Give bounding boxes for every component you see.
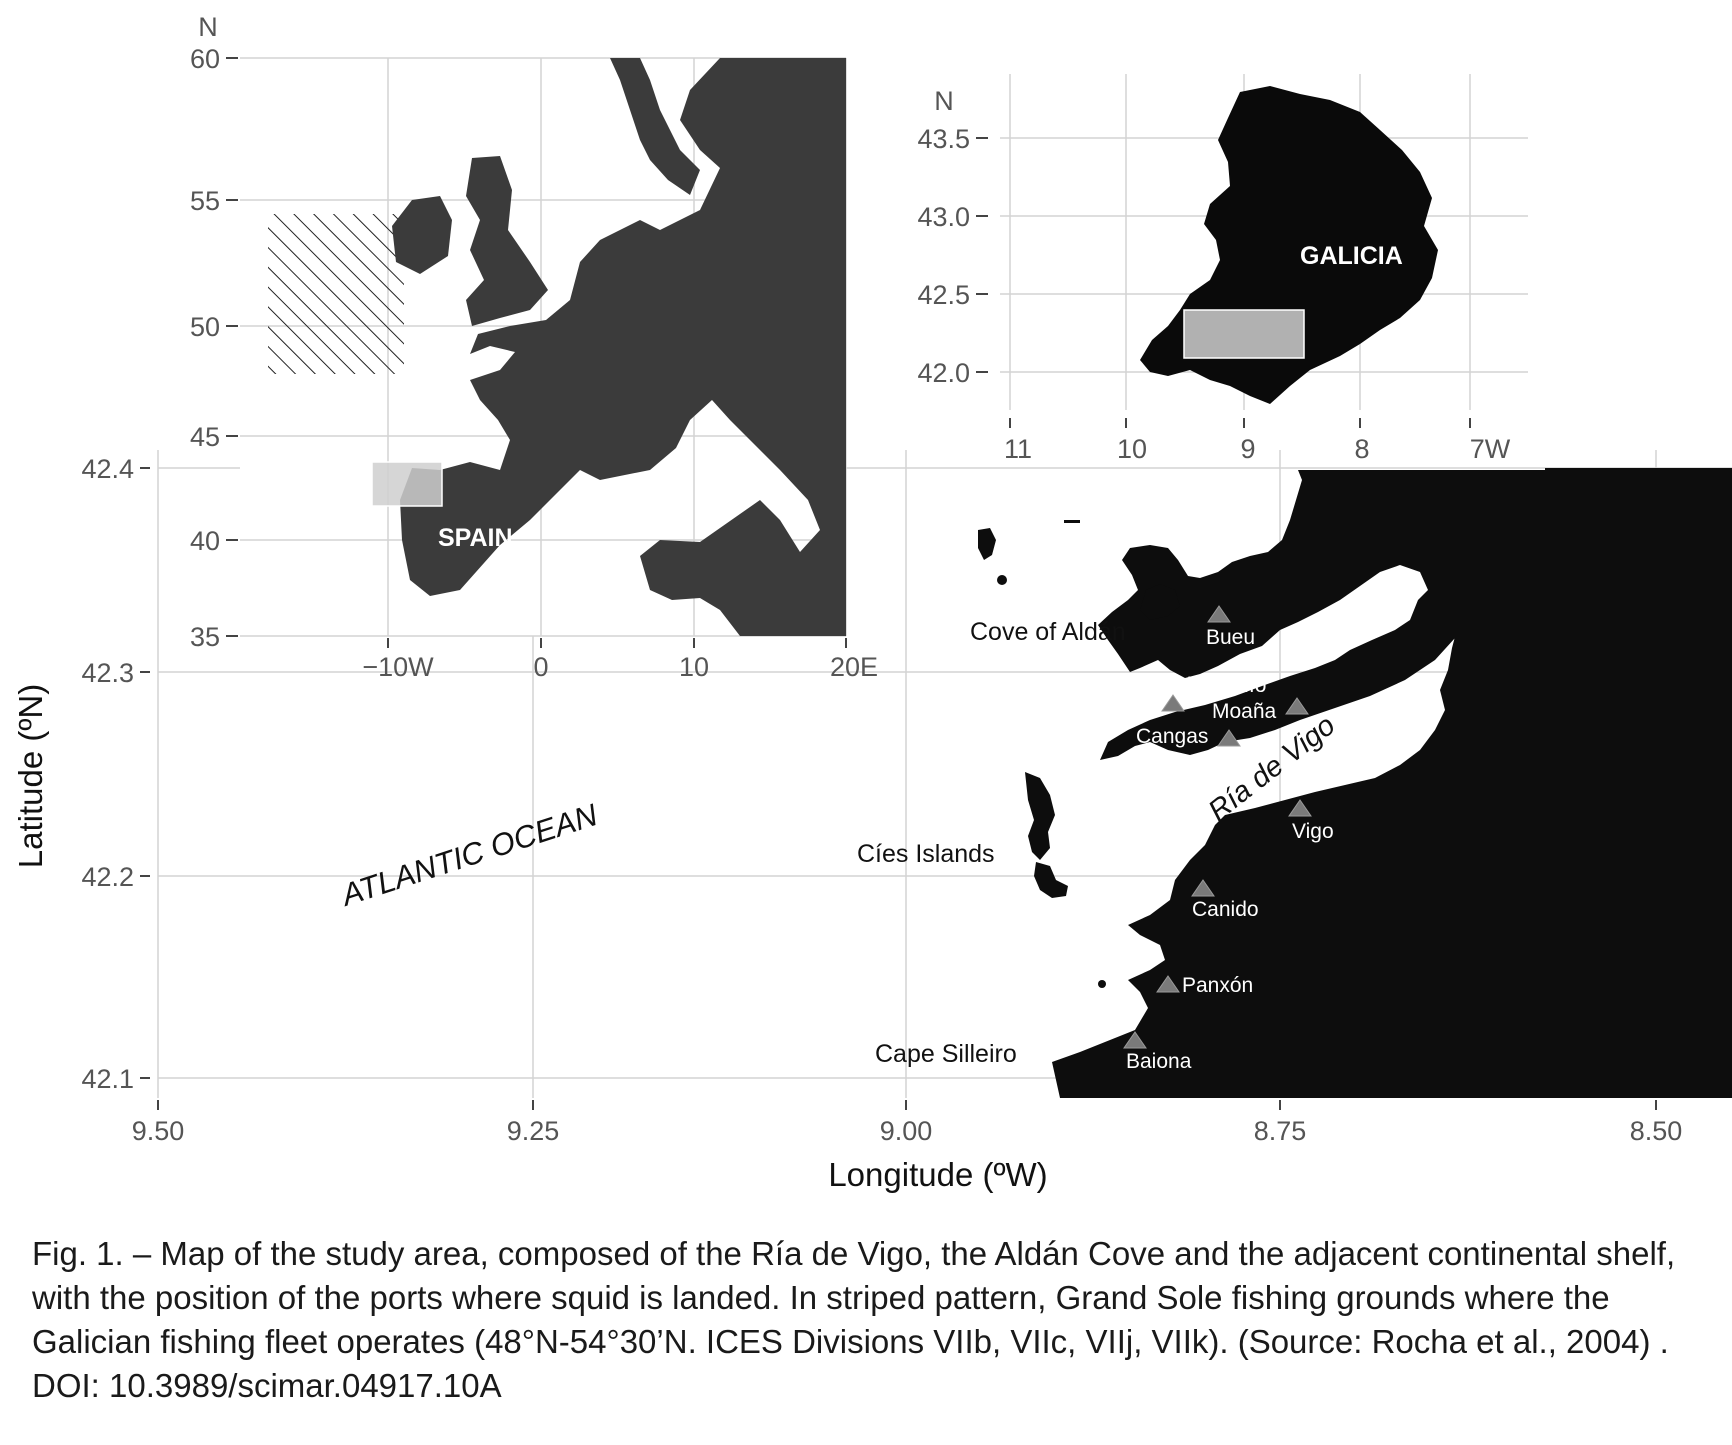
port-marker-cangas	[1217, 729, 1241, 747]
port-marker-aldan-hio	[1161, 694, 1185, 712]
cies-islands	[1025, 772, 1068, 898]
main-y-axis-title: Latitude (ºN)	[12, 684, 49, 868]
label-cies-islands: Cíes Islands	[857, 840, 995, 868]
port-markers	[1123, 605, 1312, 1049]
main-x-axis-title: Longitude (ºW)	[828, 1156, 1047, 1193]
port-label-canido: Canido	[1192, 898, 1259, 921]
galicia-y-tick-42-0: 42.0	[917, 358, 970, 388]
morrazo-peninsula	[1140, 584, 1180, 620]
port-label-bueu: Bueu	[1206, 626, 1255, 649]
europe-y-tick-60: 60	[190, 44, 220, 74]
grand-sole-fishing-grounds	[268, 214, 404, 374]
europe-inset-x-axis: −10W 0 10 20E	[362, 638, 878, 682]
main-map-y-axis: 42.4 42.3 42.2 42.1	[81, 454, 150, 1094]
main-y-tick-42-1: 42.1	[81, 1064, 134, 1094]
port-marker-moana	[1285, 697, 1309, 715]
galicia-y-tick-42-5: 42.5	[917, 280, 970, 310]
europe-y-tick-40: 40	[190, 526, 220, 556]
galicia-inset: GALICIA N 43.5 43.0 42.5 42.0 11 10 9 8 …	[917, 74, 1528, 464]
port-label-moana: Moaña	[1212, 700, 1277, 723]
europe-y-tick-45: 45	[190, 422, 220, 452]
port-marker-canido	[1191, 879, 1215, 897]
label-galicia: GALICIA	[1300, 242, 1403, 270]
europe-galicia-highlight	[371, 461, 443, 507]
port-label-aldan-hio: Aldán-Hío	[1173, 674, 1266, 697]
port-marker-baiona	[1123, 1031, 1147, 1049]
port-labels: Bueu Aldán-Hío Moaña Cangas Vigo Canido …	[1126, 626, 1334, 1073]
figure-caption: Fig. 1. – Map of the study area, compose…	[32, 1235, 1676, 1404]
port-marker-vigo	[1288, 799, 1312, 817]
galicia-study-area-highlight	[1183, 309, 1305, 359]
port-label-vigo: Vigo	[1292, 820, 1334, 843]
galicia-x-tick-8: 8	[1354, 434, 1369, 464]
main-map-x-axis: 9.50 9.25 9.00 8.75 8.50	[132, 1100, 1683, 1146]
port-marker-panxon	[1156, 975, 1180, 993]
port-label-baiona: Baiona	[1126, 1050, 1192, 1073]
galicia-y-tick-43-5: 43.5	[917, 124, 970, 154]
main-x-tick-9-25: 9.25	[507, 1116, 560, 1146]
port-label-panxon: Panxón	[1182, 974, 1253, 997]
europe-x-tick-10: 10	[679, 652, 709, 682]
main-x-tick-9-00: 9.00	[880, 1116, 933, 1146]
ireland-landmass	[392, 196, 452, 274]
mainland-land	[1052, 470, 1732, 1098]
galicia-x-tick-11: 11	[1004, 434, 1032, 464]
label-atlantic-ocean: ATLANTIC OCEAN	[335, 797, 602, 913]
main-x-tick-9-50: 9.50	[132, 1116, 185, 1146]
label-cape-silleiro: Cape Silleiro	[875, 1040, 1017, 1068]
great-britain-landmass	[466, 156, 548, 326]
scandinavia-landmass	[610, 58, 700, 195]
galicia-inset-y-axis: 43.5 43.0 42.5 42.0	[917, 124, 988, 388]
europe-y-tick-55: 55	[190, 186, 220, 216]
label-spain: SPAIN	[438, 524, 513, 552]
europe-inset: SPAIN N 60 55 50 45 40 35 −10W 0 10 20E	[190, 12, 878, 682]
label-cove-of-aldan: Cove of Aldán	[970, 618, 1126, 646]
europe-x-tick-20e: 20E	[830, 652, 878, 682]
main-x-tick-8-50: 8.50	[1630, 1116, 1683, 1146]
galicia-x-tick-7w: 7W	[1470, 434, 1511, 464]
galicia-y-tick-43-0: 43.0	[917, 202, 970, 232]
europe-north-label: N	[198, 12, 218, 42]
galicia-x-tick-9: 9	[1240, 434, 1255, 464]
mainland-land-block-upper	[1545, 468, 1732, 470]
galicia-x-tick-10: 10	[1117, 434, 1147, 464]
main-y-tick-42-2: 42.2	[81, 862, 134, 892]
europe-y-tick-35: 35	[190, 622, 220, 652]
galicia-inset-x-axis: 11 10 9 8 7W	[1004, 418, 1511, 464]
mainland-land-block	[1545, 468, 1732, 528]
small-islets	[978, 520, 1106, 988]
europe-y-tick-50: 50	[190, 312, 220, 342]
study-area-figure: Bueu Aldán-Hío Moaña Cangas Vigo Canido …	[12, 12, 1732, 1193]
main-y-tick-42-3: 42.3	[81, 658, 134, 688]
europe-x-tick-0: 0	[533, 652, 548, 682]
port-label-cangas: Cangas	[1136, 725, 1208, 748]
europe-x-tick-10w: −10W	[362, 652, 434, 682]
main-x-tick-8-75: 8.75	[1254, 1116, 1307, 1146]
main-y-tick-42-4: 42.4	[81, 454, 134, 484]
galicia-north-label: N	[934, 86, 954, 116]
europe-inset-y-axis: 60 55 50 45 40 35	[190, 44, 238, 652]
europe-landmass	[400, 58, 846, 636]
port-marker-bueu	[1207, 605, 1231, 623]
